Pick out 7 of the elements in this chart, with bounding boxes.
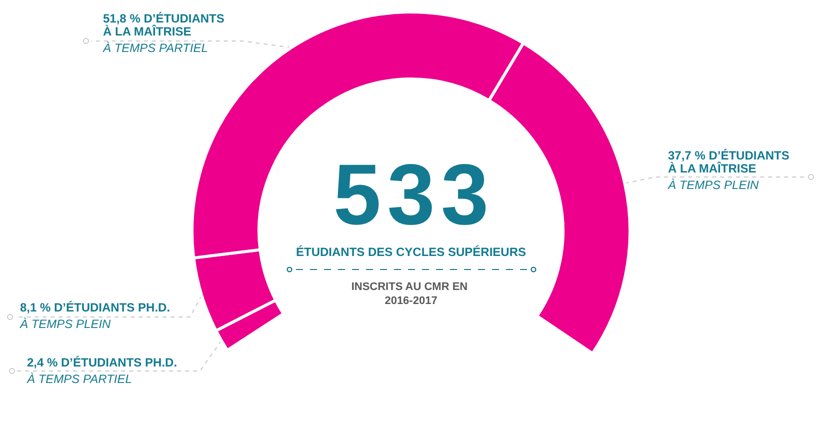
slice-label: 2,4 % D’ÉTUDIANTS PH.D. À TEMPS PARTIEL — [26, 356, 178, 386]
text: 533 — [332, 147, 496, 243]
slice-label: 8,1 % D’ÉTUDIANTS PH.D. À TEMPS PLEIN — [19, 300, 170, 331]
slice-label: 37,7 % D’ÉTUDIANTS À LA MAÎTRISE À TEMPS PLEIN — [667, 148, 790, 192]
text: ÉTUDIANTS DES CYCLES SUPÉRIEURS — [296, 245, 526, 259]
slice-label: 51,8 % D’ÉTUDIANTS À LA MAÎTRISE À TEMPS PARTIEL — [102, 12, 224, 55]
text: INSCRITS AU CMR EN 2016-2017 — [351, 281, 471, 307]
